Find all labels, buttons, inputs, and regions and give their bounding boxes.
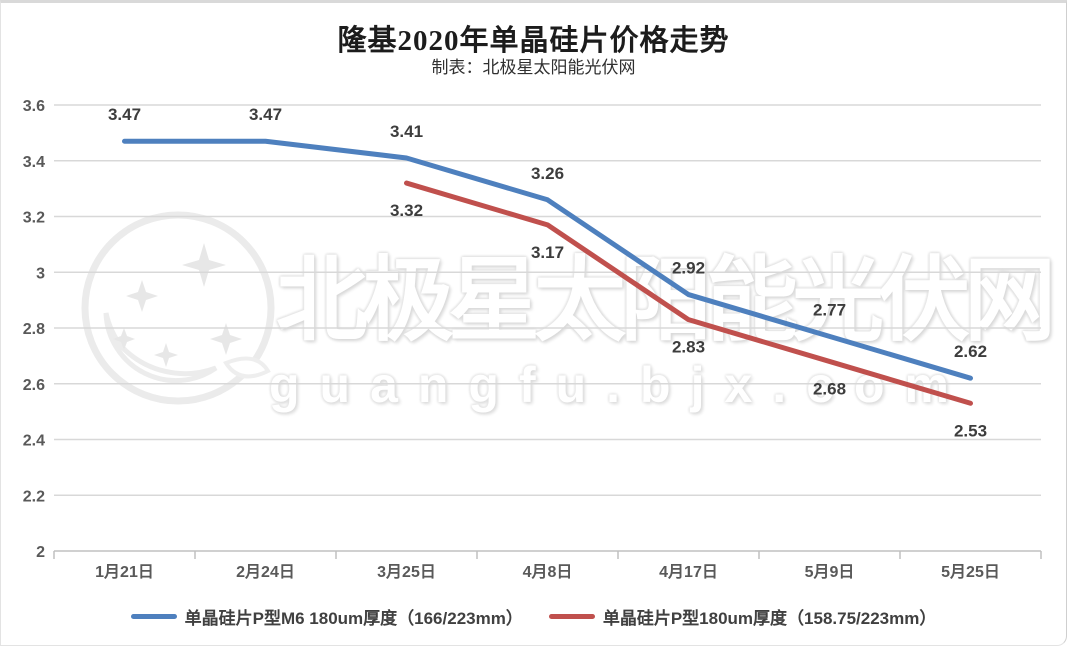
svg-text:2.77: 2.77: [813, 300, 846, 319]
svg-text:2.8: 2.8: [23, 321, 45, 338]
chart-subtitle: 制表：北极星太阳能光伏网: [431, 58, 636, 77]
legend-label-p-m6: 单晶硅片P型M6 180um厚度（166/223mm）: [184, 609, 523, 628]
svg-text:3.47: 3.47: [249, 105, 282, 124]
svg-text:2: 2: [36, 544, 45, 561]
svg-text:2.62: 2.62: [954, 342, 987, 361]
svg-text:2.68: 2.68: [813, 379, 846, 398]
svg-text:3.4: 3.4: [23, 154, 45, 171]
svg-text:2.53: 2.53: [954, 421, 987, 440]
svg-text:3: 3: [36, 265, 45, 282]
chart-legend: 单晶硅片P型M6 180um厚度（166/223mm） 单晶硅片P型180um厚…: [1, 604, 1066, 629]
legend-swatch-blue-line: [130, 614, 177, 619]
svg-text:3.2: 3.2: [23, 210, 45, 227]
legend-label-p-180um: 单晶硅片P型180um厚度（158.75/223mm）: [602, 609, 937, 628]
svg-text:3月25日: 3月25日: [377, 563, 436, 581]
svg-text:5月25日: 5月25日: [941, 563, 1000, 581]
legend-swatch-red-line: [548, 614, 595, 619]
svg-text:1月21日: 1月21日: [95, 563, 154, 581]
svg-text:3.26: 3.26: [531, 164, 564, 183]
svg-text:3.32: 3.32: [390, 201, 423, 220]
svg-text:2.2: 2.2: [23, 488, 45, 505]
svg-text:3.17: 3.17: [531, 243, 564, 262]
svg-text:2.6: 2.6: [23, 377, 45, 394]
svg-text:2.4: 2.4: [23, 433, 45, 450]
legend-item-p-m6: 单晶硅片P型M6 180um厚度（166/223mm）: [130, 604, 523, 629]
legend-item-p-180um: 单晶硅片P型180um厚度（158.75/223mm）: [548, 604, 937, 629]
svg-text:4月17日: 4月17日: [659, 563, 718, 581]
svg-text:2月24日: 2月24日: [236, 563, 295, 581]
svg-text:5月9日: 5月9日: [805, 563, 855, 581]
chart-title: 隆基2020年单晶硅片价格走势: [337, 25, 730, 57]
svg-text:2.92: 2.92: [672, 259, 705, 278]
svg-text:2.83: 2.83: [672, 338, 705, 357]
svg-text:3.6: 3.6: [23, 98, 45, 115]
svg-text:3.41: 3.41: [390, 122, 423, 141]
svg-text:3.47: 3.47: [108, 105, 141, 124]
svg-text:4月8日: 4月8日: [523, 563, 573, 581]
